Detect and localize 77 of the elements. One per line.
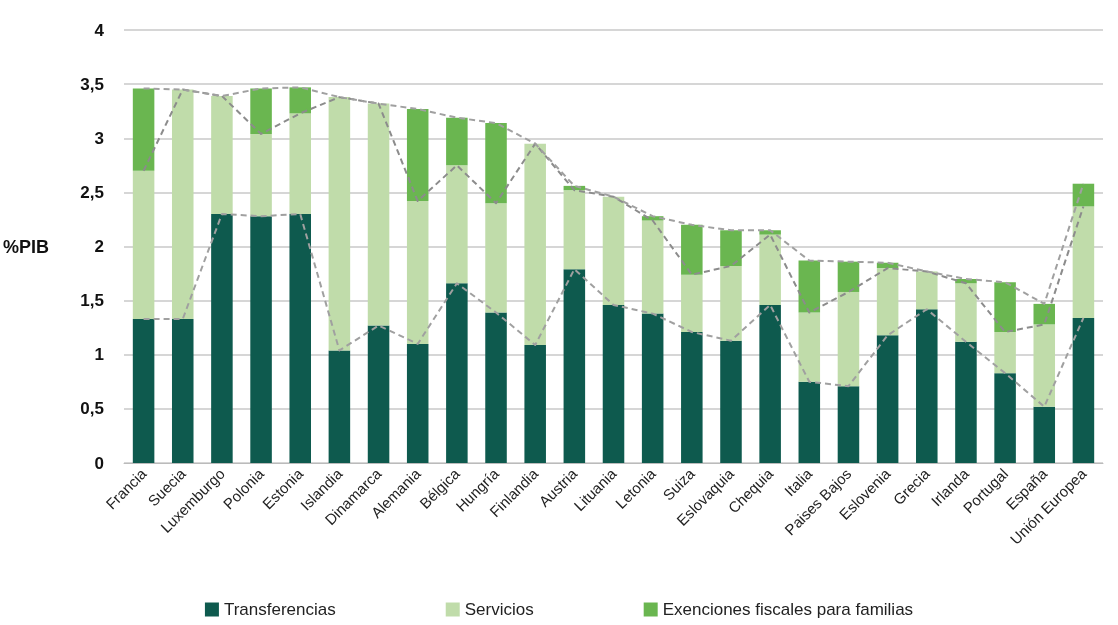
bar (602, 304, 625, 463)
legend-label: Exenciones fiscales para familias (662, 600, 914, 619)
y-tick-label: 3 (94, 128, 105, 148)
bar (406, 201, 429, 344)
bar (406, 343, 429, 463)
bar (955, 283, 977, 342)
bar (211, 214, 233, 463)
bar (328, 350, 351, 463)
bar (563, 269, 586, 463)
y-tick-label: 3,5 (80, 74, 105, 94)
bar (720, 265, 742, 341)
bar (250, 133, 272, 217)
bar (955, 341, 977, 463)
bar (681, 274, 703, 333)
bar (367, 103, 390, 326)
bar (132, 88, 155, 171)
bar (876, 268, 899, 336)
bar (759, 234, 781, 305)
bar (446, 165, 468, 284)
bar (994, 282, 1016, 333)
bar (641, 313, 664, 463)
bar (1033, 303, 1056, 325)
bar (994, 332, 1016, 374)
bar (1072, 317, 1095, 463)
bar (681, 224, 703, 275)
bar (994, 373, 1016, 463)
bar (837, 261, 860, 292)
bar (328, 97, 351, 351)
y-tick-label: 0 (94, 453, 105, 473)
bar (132, 170, 155, 320)
bar (524, 345, 546, 463)
bar (798, 312, 821, 382)
bar (916, 271, 938, 310)
bar (524, 143, 546, 346)
bar (837, 386, 860, 463)
bar (759, 304, 781, 463)
bar (289, 113, 311, 215)
bar (446, 283, 468, 463)
bar (250, 88, 272, 134)
bar (798, 381, 821, 463)
bar (171, 319, 194, 463)
bar (916, 309, 938, 463)
y-tick-label: 1 (94, 345, 105, 365)
y-tick-label: 4 (94, 20, 105, 40)
bar (211, 96, 233, 215)
bar (1033, 324, 1056, 407)
x-tick-label: Italia (780, 464, 816, 500)
y-tick-label: 2,5 (80, 182, 105, 202)
legend-label: Servicios (464, 600, 534, 619)
bar (641, 220, 664, 314)
bar (289, 87, 311, 114)
y-tick-label: 1,5 (80, 291, 105, 311)
bar (563, 190, 586, 270)
bar (171, 89, 194, 320)
bar (1033, 406, 1056, 463)
bar (720, 230, 742, 266)
bar (1072, 206, 1095, 318)
y-tick-label: 0,5 (80, 399, 105, 419)
y-axis-title: %PIB (3, 236, 50, 257)
bar (250, 216, 272, 463)
bar (720, 340, 742, 463)
bar (485, 123, 507, 204)
legend-label: Transferencias (223, 600, 336, 619)
bar (446, 117, 468, 166)
bar (289, 214, 311, 463)
bar (876, 335, 899, 463)
bar (132, 319, 155, 463)
bar (406, 109, 429, 202)
bar (485, 312, 507, 463)
y-tick-label: 2 (94, 237, 105, 256)
bar (837, 291, 860, 387)
bar (485, 203, 507, 313)
bar (602, 196, 625, 305)
bar (798, 260, 821, 313)
bar (367, 325, 390, 463)
bar (681, 332, 703, 463)
line-series (142, 213, 1085, 408)
